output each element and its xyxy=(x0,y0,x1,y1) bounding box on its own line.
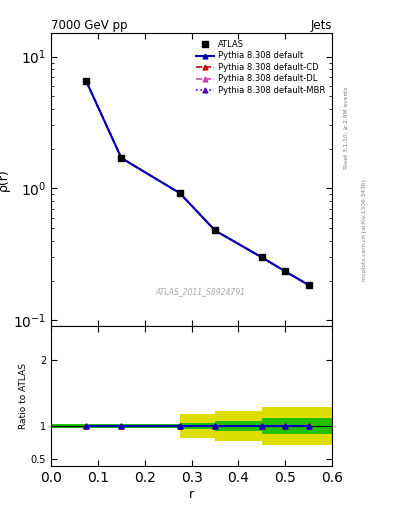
Pythia 8.308 default-DL xyxy=(259,254,264,261)
Pythia 8.308 default-CD xyxy=(283,268,288,274)
Pythia 8.308 default-MBR xyxy=(178,190,182,196)
Pythia 8.308 default-MBR xyxy=(84,78,88,84)
Pythia 8.308 default-DL xyxy=(283,268,288,274)
Pythia 8.308 default-MBR xyxy=(213,227,217,233)
Line: Pythia 8.308 default-CD: Pythia 8.308 default-CD xyxy=(84,79,311,288)
Pythia 8.308 default xyxy=(84,78,88,84)
Text: ATLAS_2011_S8924791: ATLAS_2011_S8924791 xyxy=(155,287,245,296)
Y-axis label: ρ(r): ρ(r) xyxy=(0,168,10,191)
Pythia 8.308 default-CD xyxy=(213,227,217,233)
Pythia 8.308 default-DL xyxy=(306,282,311,288)
Y-axis label: Ratio to ATLAS: Ratio to ATLAS xyxy=(19,363,28,429)
Legend: ATLAS, Pythia 8.308 default, Pythia 8.308 default-CD, Pythia 8.308 default-DL, P: ATLAS, Pythia 8.308 default, Pythia 8.30… xyxy=(193,37,328,97)
Pythia 8.308 default xyxy=(259,254,264,261)
Pythia 8.308 default-CD xyxy=(306,282,311,288)
Pythia 8.308 default xyxy=(178,190,182,196)
Pythia 8.308 default-DL xyxy=(178,190,182,196)
Text: Jets: Jets xyxy=(310,19,332,32)
Text: 7000 GeV pp: 7000 GeV pp xyxy=(51,19,128,32)
Pythia 8.308 default-DL xyxy=(213,227,217,233)
Pythia 8.308 default-CD xyxy=(178,190,182,196)
Pythia 8.308 default xyxy=(283,268,288,274)
Text: Rivet 3.1.10, ≥ 2.9M events: Rivet 3.1.10, ≥ 2.9M events xyxy=(344,87,349,169)
Pythia 8.308 default-DL xyxy=(119,155,124,161)
Line: Pythia 8.308 default-MBR: Pythia 8.308 default-MBR xyxy=(84,79,311,288)
Pythia 8.308 default-CD xyxy=(259,254,264,261)
X-axis label: r: r xyxy=(189,487,194,501)
Pythia 8.308 default-MBR xyxy=(306,282,311,288)
Pythia 8.308 default-CD xyxy=(84,78,88,84)
Pythia 8.308 default xyxy=(119,155,124,161)
Pythia 8.308 default-CD xyxy=(119,155,124,161)
Pythia 8.308 default-MBR xyxy=(259,254,264,261)
Pythia 8.308 default-MBR xyxy=(119,155,124,161)
Pythia 8.308 default-MBR xyxy=(283,268,288,274)
Pythia 8.308 default xyxy=(306,282,311,288)
Pythia 8.308 default xyxy=(213,227,217,233)
Line: Pythia 8.308 default: Pythia 8.308 default xyxy=(84,79,311,288)
Pythia 8.308 default-DL xyxy=(84,78,88,84)
Line: Pythia 8.308 default-DL: Pythia 8.308 default-DL xyxy=(84,79,311,288)
Text: mcplots.cern.ch [arXiv:1306.3436]: mcplots.cern.ch [arXiv:1306.3436] xyxy=(362,180,367,281)
